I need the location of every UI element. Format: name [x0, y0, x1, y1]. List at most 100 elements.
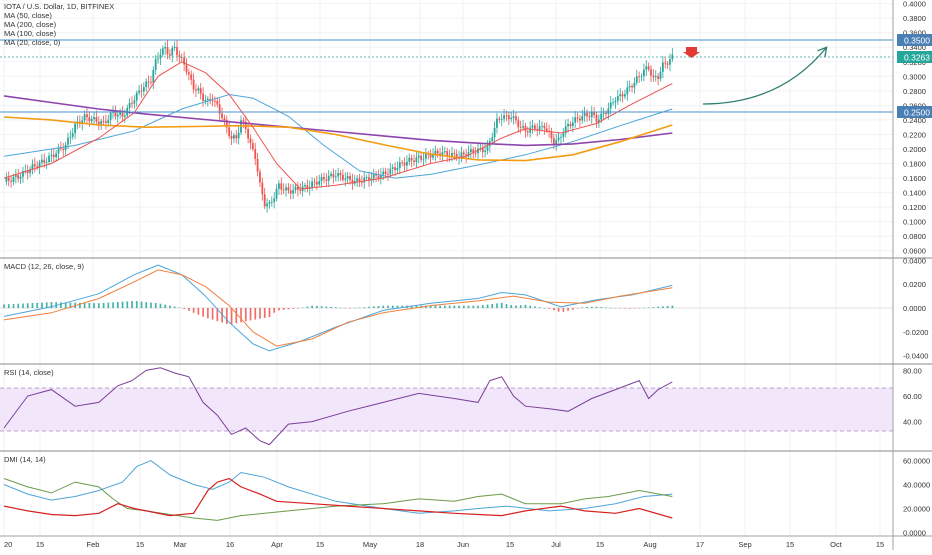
candle-body: [230, 136, 233, 139]
candle-body: [218, 104, 221, 114]
candle-body: [491, 137, 494, 142]
macd-legend[interactable]: MACD (12, 26, close, 9): [4, 262, 85, 271]
time-axis[interactable]: 20 15 Feb 15 Mar 16 Apr 15 May 18 Jun 15 Jul 15 Aug 17 S…: [4, 540, 884, 549]
macd-histogram-bar: [164, 304, 167, 309]
price-tick-label: 0.2600: [903, 101, 926, 110]
candle-body: [180, 57, 183, 58]
candle-body: [512, 116, 515, 118]
resistance-price-label: 0.3500: [904, 36, 930, 46]
candle-body: [595, 114, 598, 123]
candle-body: [45, 162, 48, 163]
candle-body: [422, 158, 425, 160]
candle-body: [441, 152, 444, 156]
candle-body: [192, 79, 195, 90]
candle-body: [460, 152, 463, 158]
down-arrow-icon[interactable]: [683, 47, 700, 58]
macd-histogram-bar: [41, 302, 43, 309]
macd-tick-label: 0.0200: [903, 280, 926, 289]
macd-histogram-bar: [50, 302, 53, 309]
macd-histogram-bar: [344, 308, 347, 309]
candle-body: [142, 87, 145, 92]
candle-body: [493, 127, 496, 138]
candle-body: [379, 174, 382, 179]
candle-body: [552, 138, 555, 145]
ma200-legend[interactable]: MA (200, close): [4, 20, 57, 29]
macd-histogram-bar: [197, 308, 200, 315]
candle-body: [541, 125, 543, 127]
candle-body: [453, 152, 456, 154]
candle-body: [154, 59, 157, 71]
candle-body: [299, 189, 302, 192]
ma20-legend[interactable]: MA (20, close, 0): [4, 38, 61, 47]
candle-body: [569, 123, 572, 127]
time-tick-label: Mar: [174, 540, 187, 549]
price-tick-label: 0.1000: [903, 218, 926, 227]
macd-histogram-bar: [349, 308, 351, 309]
macd-histogram-bar: [467, 305, 470, 309]
candle-body: [36, 166, 39, 168]
candle-body: [420, 155, 423, 160]
macd-histogram-bar: [102, 302, 105, 309]
time-tick-label: 15: [786, 540, 794, 549]
candle-body: [337, 172, 340, 177]
candle-body: [81, 120, 84, 124]
candle-body: [62, 148, 65, 151]
candle-body: [19, 176, 22, 179]
macd-histogram-bar: [306, 306, 309, 309]
candle-body: [289, 190, 292, 194]
macd-histogram-bar: [36, 302, 39, 309]
macd-histogram-bar: [88, 303, 91, 309]
candle-body: [368, 177, 370, 181]
candle-body: [469, 149, 472, 153]
macd-histogram-bar: [410, 305, 413, 309]
candle-body: [545, 128, 548, 131]
macd-histogram-bar: [491, 303, 494, 309]
projection-arrow[interactable]: [702, 48, 826, 105]
macd-histogram-bar: [192, 308, 195, 313]
macd-histogram-bar: [325, 306, 328, 309]
macd-histogram-bar: [150, 302, 152, 309]
candle-body: [557, 137, 560, 141]
dmi-legend[interactable]: DMI (14, 14): [4, 455, 46, 464]
candle-body: [251, 143, 254, 150]
candle-body: [602, 112, 605, 114]
candle-body: [223, 118, 226, 120]
candle-body: [325, 179, 328, 181]
macd-histogram-bar: [557, 308, 560, 312]
ma100-legend[interactable]: MA (100, close): [4, 29, 57, 38]
candle-body: [64, 144, 67, 151]
macd-histogram-bar: [619, 308, 622, 309]
price-tick-label: 0.2200: [903, 130, 926, 139]
price-tick-label: 0.3800: [903, 14, 926, 23]
candle-body: [185, 64, 188, 73]
candle-body: [633, 82, 636, 88]
time-tick-label: 15: [876, 540, 884, 549]
macd-histogram-bar: [259, 308, 261, 319]
rsi-legend[interactable]: RSI (14, close): [4, 368, 54, 377]
candle-body: [363, 177, 366, 183]
symbol-title[interactable]: IOTA / U.S. Dollar, 1D, BITFINEX: [4, 2, 114, 11]
macd-histogram-bar: [481, 305, 484, 309]
macd-histogram-bar: [453, 305, 456, 309]
candle-body: [446, 151, 449, 156]
macd-histogram-bar: [26, 303, 29, 309]
candle-body: [406, 161, 408, 166]
ma50-legend[interactable]: MA (50, close): [4, 11, 52, 20]
candle-body: [133, 100, 136, 104]
candle-body: [287, 187, 290, 191]
macd-histogram-bar: [211, 308, 214, 320]
price-tick-label: 0.0600: [903, 247, 926, 256]
candle-body: [631, 85, 633, 88]
candle-body: [14, 175, 17, 177]
candle-body: [531, 125, 534, 128]
macd-histogram-bar: [581, 307, 584, 309]
candle-body: [522, 126, 524, 128]
candle-body: [515, 116, 517, 121]
macd-histogram-bar: [377, 306, 380, 309]
candle-body: [247, 128, 250, 139]
macd-histogram-bar: [12, 303, 15, 309]
macd-histogram-bar: [666, 306, 669, 309]
price-axis[interactable]: 0.40000.38000.36000.34000.32000.30000.28…: [903, 0, 930, 537]
resistance-price-tag: [897, 34, 932, 46]
